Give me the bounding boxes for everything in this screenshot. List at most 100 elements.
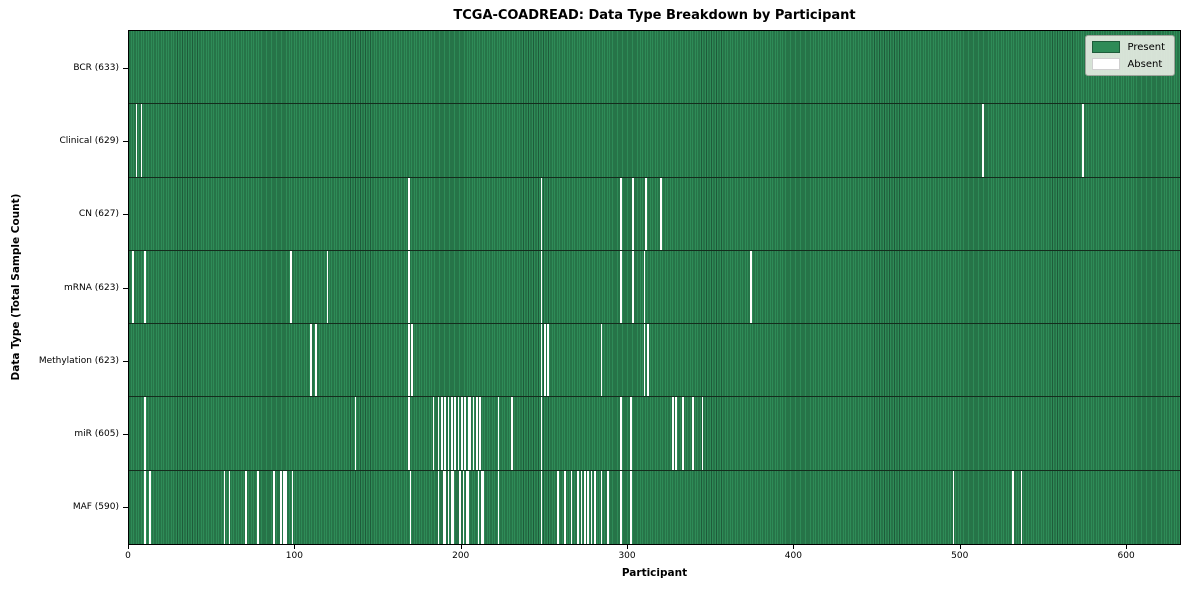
y-tick-label: Clinical (629)	[59, 135, 119, 146]
absent-stripe	[982, 104, 985, 177]
heatmap-row-mir	[129, 397, 1180, 471]
absent-stripe	[462, 470, 465, 544]
absent-stripe	[482, 470, 485, 544]
x-tick-label: 100	[285, 551, 303, 561]
absent-stripe	[476, 397, 478, 470]
absent-stripe	[587, 470, 589, 544]
absent-stripe	[701, 397, 704, 470]
absent-stripe	[148, 470, 151, 544]
absent-stripe	[620, 397, 623, 470]
y-tick-label: CN (627)	[78, 209, 119, 220]
y-tick-mark	[123, 214, 128, 216]
absent-stripe	[447, 470, 450, 544]
absent-stripe	[620, 177, 623, 250]
y-tick-label: MAF (590)	[72, 502, 119, 513]
x-tick-mark	[627, 545, 629, 549]
absent-stripe	[497, 397, 500, 470]
absent-stripe	[479, 397, 481, 470]
absent-stripe	[326, 250, 329, 324]
x-tick-label: 600	[1117, 551, 1135, 561]
heatmap-row-mrna	[129, 250, 1180, 325]
absent-stripe	[132, 250, 134, 324]
absent-stripe	[466, 470, 468, 544]
legend-item-absent: Absent	[1092, 58, 1165, 70]
absent-stripe	[510, 397, 513, 470]
plot-area: Present Absent	[128, 30, 1181, 545]
x-tick-mark	[294, 545, 296, 549]
x-tick-label: 500	[951, 551, 969, 561]
absent-stripe	[540, 250, 543, 324]
absent-stripe	[1012, 470, 1014, 544]
absent-stripe	[544, 324, 546, 397]
absent-stripe	[749, 250, 752, 324]
absent-stripe	[564, 470, 566, 544]
absent-stripe	[577, 470, 579, 544]
y-tick-label: BCR (633)	[73, 62, 119, 73]
x-tick-mark	[1126, 545, 1128, 549]
absent-stripe	[407, 397, 410, 470]
x-tick-label: 300	[618, 551, 636, 561]
absent-stripe	[451, 397, 453, 470]
absent-stripe	[464, 397, 467, 470]
absent-stripe	[143, 470, 146, 544]
absent-stripe	[620, 250, 623, 324]
absent-stripe	[660, 177, 662, 250]
legend: Present Absent	[1085, 35, 1175, 76]
y-tick-label: mRNA (623)	[64, 282, 119, 293]
y-tick-mark	[123, 67, 128, 69]
absent-stripe	[600, 470, 603, 544]
absent-stripe	[256, 470, 259, 544]
legend-label: Present	[1127, 41, 1165, 53]
absent-stripe	[477, 470, 480, 544]
absent-stripe	[457, 397, 460, 470]
absent-stripe	[285, 470, 287, 544]
x-axis-label: Participant	[621, 567, 688, 579]
absent-stripe	[452, 470, 455, 544]
x-tick-label: 0	[125, 551, 131, 561]
absent-stripe	[643, 250, 646, 324]
absent-stripe	[143, 397, 146, 470]
absent-stripe	[469, 397, 472, 470]
absent-stripe	[647, 324, 649, 397]
y-tick-mark	[123, 140, 128, 142]
absent-stripe	[407, 177, 410, 250]
absent-stripe	[140, 104, 143, 177]
absent-stripe	[632, 177, 634, 250]
absent-stripe	[444, 470, 447, 544]
absent-stripe	[593, 470, 596, 544]
absent-stripe	[630, 470, 633, 544]
absent-stripe	[620, 470, 623, 544]
legend-swatch-absent	[1092, 58, 1121, 70]
y-tick-label: Methylation (623)	[38, 355, 119, 366]
absent-stripe	[632, 250, 634, 324]
absent-stripe	[497, 470, 500, 544]
chart-title: TCGA-COADREAD: Data Type Breakdown by Pa…	[453, 8, 856, 23]
absent-stripe	[681, 397, 684, 470]
absent-stripe	[135, 104, 138, 177]
absent-stripe	[459, 470, 462, 544]
heatmap-row-methylation	[129, 324, 1180, 398]
absent-stripe	[583, 470, 586, 544]
absent-stripe	[290, 250, 292, 324]
absent-stripe	[671, 397, 674, 470]
absent-stripe	[223, 470, 226, 544]
absent-stripe	[441, 397, 443, 470]
absent-stripe	[407, 250, 410, 324]
legend-item-present: Present	[1092, 41, 1165, 53]
absent-stripe	[447, 397, 450, 470]
x-tick-mark	[128, 545, 129, 549]
absent-stripe	[280, 470, 282, 544]
x-tick-label: 400	[784, 551, 802, 561]
absent-stripe	[444, 397, 447, 470]
absent-stripe	[143, 250, 146, 324]
absent-stripe	[461, 397, 463, 470]
absent-stripe	[437, 397, 440, 470]
x-tick-mark	[959, 545, 961, 549]
absent-stripe	[228, 470, 231, 544]
heatmap-row-maf	[129, 470, 1180, 544]
absent-stripe	[643, 324, 646, 397]
y-tick-label: miR (605)	[74, 429, 119, 440]
absent-stripe	[540, 397, 543, 470]
absent-stripe	[454, 397, 457, 470]
